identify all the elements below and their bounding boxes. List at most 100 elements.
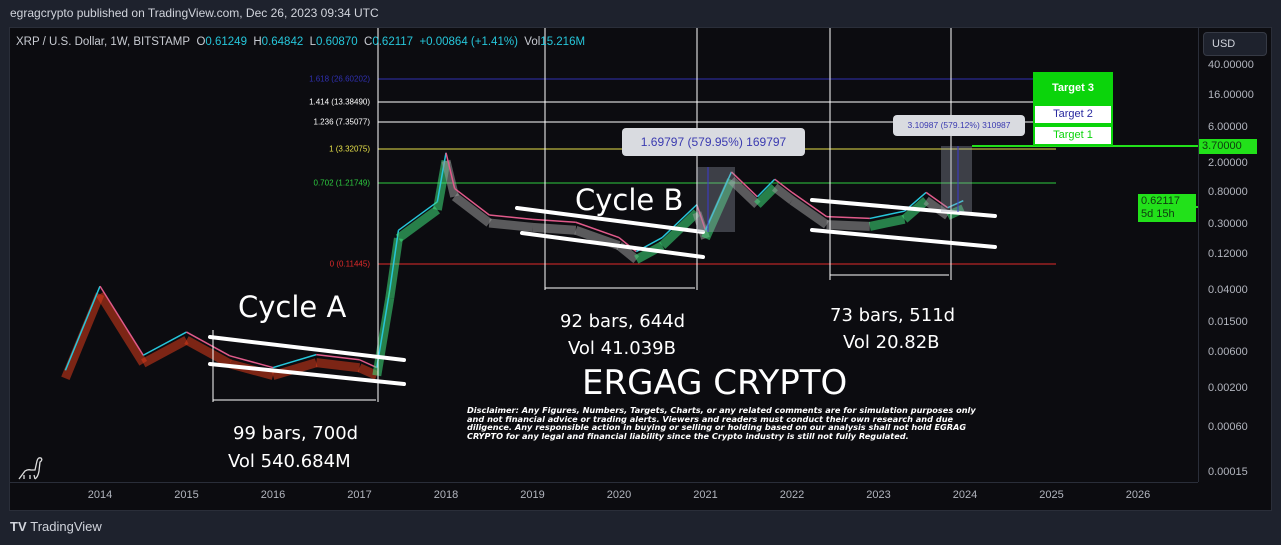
year-tick: 2026 xyxy=(1125,489,1151,501)
price-tick: 0.04000 xyxy=(1208,284,1248,296)
price-tick: 0.80000 xyxy=(1208,186,1248,199)
price-tick: 2.00000 xyxy=(1208,156,1248,169)
price-segment xyxy=(575,221,620,239)
price-segment xyxy=(925,191,949,209)
ribbon-segment xyxy=(868,214,906,231)
target-1: Target 1 xyxy=(1033,125,1113,146)
last-price: 0.62117 xyxy=(1141,195,1180,207)
watermark: ERGAG CRYPTO xyxy=(582,363,848,403)
price-segment xyxy=(661,204,698,239)
low-label: L xyxy=(309,36,317,48)
fib-label: 0 (0.11445) xyxy=(329,259,370,269)
cycle-b-bars: 92 bars, 644d xyxy=(560,311,686,332)
cycle-a-label: Cycle A xyxy=(238,290,347,324)
dinosaur-icon xyxy=(18,457,43,480)
volume-value: 15.216M xyxy=(540,36,586,48)
year-tick: 2025 xyxy=(1039,489,1064,501)
tradingview-logo-icon: TV xyxy=(10,519,31,534)
price-segment xyxy=(397,201,438,231)
currency-button[interactable]: USD xyxy=(1203,32,1267,56)
year-tick: 2022 xyxy=(779,489,805,501)
ribbon-segment xyxy=(385,237,403,299)
volume-label: Vol xyxy=(524,36,541,48)
price-segment xyxy=(756,178,776,198)
cycle-c-volume: Vol 20.82B xyxy=(843,332,940,353)
ribbon-segment xyxy=(184,336,232,368)
high-label: H xyxy=(253,36,262,48)
bar-countdown: 5d 15h xyxy=(1141,208,1175,220)
ribbon-segment xyxy=(826,220,871,231)
year-tick: 2014 xyxy=(87,489,113,501)
time-axis[interactable] xyxy=(10,482,1198,510)
price-segment xyxy=(947,199,964,209)
price-segment xyxy=(454,187,490,216)
price-segment xyxy=(489,214,533,221)
ribbon-segment xyxy=(96,291,148,366)
year-tick: 2024 xyxy=(952,489,978,501)
channel-b-bottom xyxy=(520,231,705,259)
price-segment xyxy=(436,152,447,202)
price-tick: 0.12000 xyxy=(1208,248,1248,261)
year-tick: 2017 xyxy=(347,489,372,501)
price-axis[interactable] xyxy=(1198,28,1271,482)
price-tick: 40.00000 xyxy=(1208,59,1254,71)
price-segment xyxy=(316,353,360,361)
last-price-label: 0.62117 5d 15h xyxy=(1138,194,1196,222)
price-segment xyxy=(704,171,733,231)
measure-label-b: 1.69797 (579.95%) 169797 xyxy=(622,128,805,156)
price-tick: 6.00000 xyxy=(1208,120,1248,133)
ribbon-segment xyxy=(488,218,533,232)
ribbon-segment xyxy=(789,196,830,229)
ribbon-segment xyxy=(634,241,665,264)
ribbon-segment xyxy=(701,178,736,241)
price-tick: 0.01500 xyxy=(1208,315,1248,328)
tradingview-logo[interactable]: TV TradingView xyxy=(10,519,102,534)
ribbon-segment xyxy=(532,222,577,235)
cycle-a-bars: 99 bars, 700d xyxy=(233,423,359,444)
open-label: O xyxy=(196,36,206,48)
price-segment xyxy=(774,178,793,194)
ribbon-segment xyxy=(441,159,460,198)
fib-label: 1.414 (13.38490) xyxy=(309,97,370,107)
ribbon-segment xyxy=(141,336,189,368)
price-tick: 0.00015 xyxy=(1208,465,1248,478)
price-tick: 0.00060 xyxy=(1208,420,1248,433)
year-tick: 2018 xyxy=(433,489,459,501)
disclaimer: Disclaimer: Any Figures, Numbers, Target… xyxy=(467,405,976,441)
price-segment xyxy=(445,152,456,189)
channel-a-top xyxy=(208,335,406,362)
price-tick: 16.00000 xyxy=(1208,88,1254,101)
ribbon-segment xyxy=(451,193,492,227)
cycle-a-volume: Vol 540.684M xyxy=(228,451,351,472)
measure-box-c xyxy=(941,146,972,212)
price-segment xyxy=(142,331,187,356)
ribbon-segment xyxy=(771,183,795,204)
published-header: egragcrypto published on TradingView.com… xyxy=(10,6,379,20)
target-price-label: 3.70000 xyxy=(1199,139,1257,154)
high-value: 0.64842 xyxy=(261,36,304,48)
price-segment xyxy=(99,285,144,356)
ribbon-segment xyxy=(315,358,361,373)
price-segment xyxy=(869,210,905,220)
ribbon-segment xyxy=(754,184,778,208)
channel-c-top xyxy=(810,198,997,218)
price-segment xyxy=(376,289,391,368)
price-segment xyxy=(272,353,317,369)
measure-label-c: 3.10987 (579.12%) 310987 xyxy=(893,115,1025,136)
price-tick: 0.00200 xyxy=(1208,381,1248,394)
target-2: Target 2 xyxy=(1033,104,1113,125)
close-label: C xyxy=(364,36,373,48)
year-tick: 2023 xyxy=(866,489,891,501)
measure-box-b xyxy=(697,167,735,232)
change-value: +0.00864 (+1.41%) xyxy=(419,36,518,48)
open-value: 0.61249 xyxy=(205,36,247,48)
price-tick: 0.00600 xyxy=(1208,345,1248,358)
year-tick: 2016 xyxy=(260,489,286,501)
brand-name: TradingView xyxy=(30,519,102,534)
close-value: 0.62117 xyxy=(372,36,414,48)
price-segment xyxy=(791,191,828,218)
symbol-name[interactable]: XRP / U.S. Dollar, 1W, BITSTAMP xyxy=(16,36,191,48)
ribbon-segment xyxy=(271,358,318,380)
fib-label: 1.236 (7.35077) xyxy=(313,117,371,127)
